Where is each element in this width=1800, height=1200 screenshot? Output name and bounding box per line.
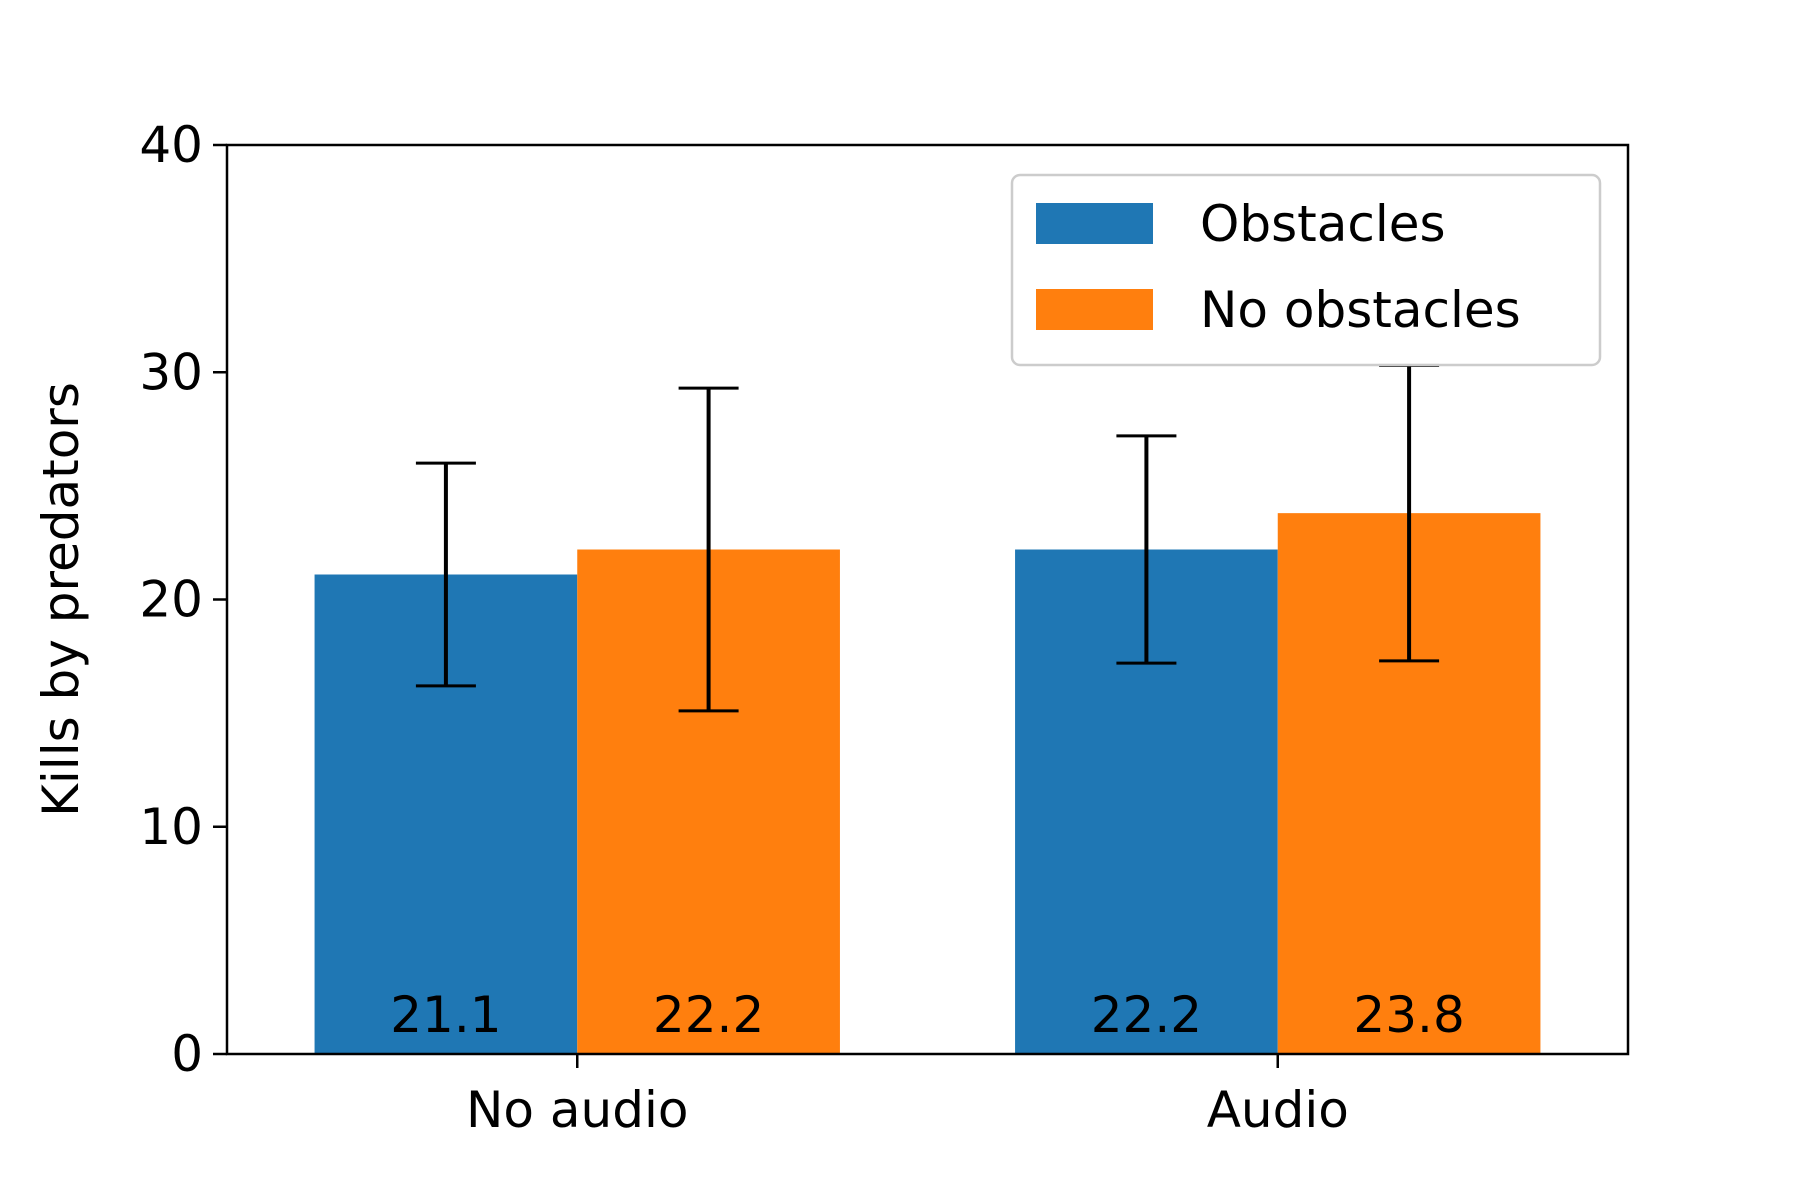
bar-labels-layer: 21.1 22.2 22.2 23.8 xyxy=(390,986,1465,1044)
y-axis-label: Kills by predators xyxy=(32,382,90,817)
y-tick-label: 10 xyxy=(139,798,203,856)
error-bar xyxy=(678,386,739,713)
legend: Obstacles No obstacles xyxy=(1010,173,1602,367)
error-bar xyxy=(415,461,476,688)
error-bars-layer xyxy=(415,363,1440,713)
bar-value-label: 23.8 xyxy=(1353,986,1464,1044)
legend-label: No obstacles xyxy=(1200,281,1521,339)
legend-swatch xyxy=(1036,203,1153,244)
bar-value-label: 22.2 xyxy=(1091,986,1202,1044)
bar-value-label: 21.1 xyxy=(390,986,501,1044)
legend-box xyxy=(1010,173,1602,367)
y-tick-label: 40 xyxy=(139,116,203,174)
x-tick-label: Audio xyxy=(1207,1081,1349,1139)
y-tick-label: 30 xyxy=(139,343,203,401)
legend-swatch xyxy=(1036,289,1153,330)
legend-label: Obstacles xyxy=(1200,195,1446,253)
x-axis: No audio Audio xyxy=(466,1054,1349,1139)
y-tick-label: 20 xyxy=(139,571,203,629)
x-tick-label: No audio xyxy=(466,1081,688,1139)
bar-value-label: 22.2 xyxy=(653,986,764,1044)
y-tick-label: 0 xyxy=(171,1025,203,1083)
bars-layer xyxy=(314,513,1541,1054)
error-bar xyxy=(1116,434,1177,665)
y-axis: 0 10 20 30 40 xyxy=(139,116,227,1083)
